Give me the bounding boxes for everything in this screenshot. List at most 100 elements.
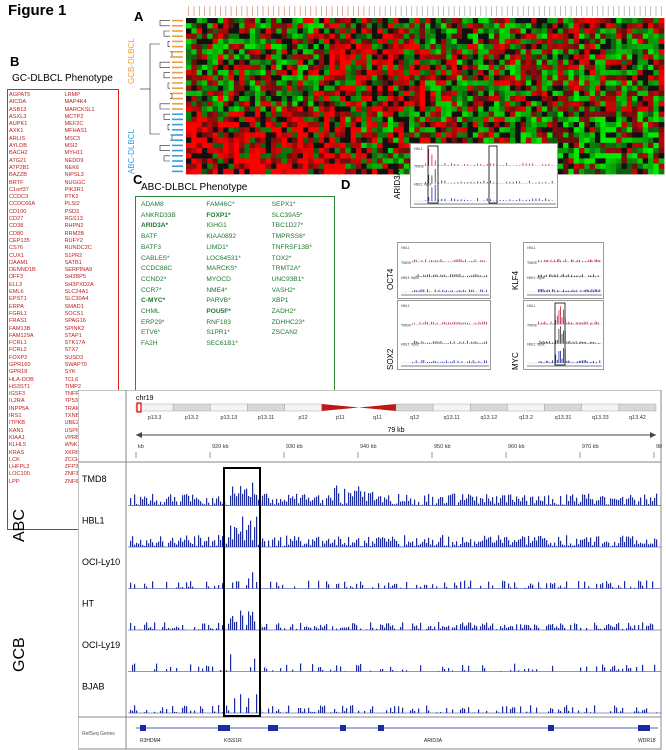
heatmap-cell	[207, 59, 213, 66]
heatmap-cell	[648, 168, 654, 175]
track-signal-bar	[620, 498, 622, 506]
heatmap-cell	[605, 96, 612, 102]
heatmap-cell	[435, 80, 442, 86]
track-signal-bar	[200, 537, 202, 547]
heatmap-cell	[594, 85, 601, 92]
heatmap-cell	[515, 85, 521, 92]
heatmap-cell	[547, 127, 553, 133]
heatmap-cell	[393, 116, 399, 123]
track-signal-bar	[464, 500, 466, 506]
track-signal-bar	[602, 495, 604, 506]
chromosome-name: chr19	[136, 395, 154, 402]
heatmap-cell	[552, 96, 559, 102]
heatmap-cell	[430, 137, 437, 144]
heatmap-cell	[382, 49, 389, 55]
track-signal-bar	[402, 546, 404, 547]
thumbnail-signal-bar	[506, 200, 508, 201]
heatmap-cell	[579, 75, 585, 81]
heatmap-cell	[239, 163, 245, 170]
heatmap-cell	[244, 148, 251, 154]
track-signal-bar	[180, 587, 182, 589]
thumbnail-signal-bar	[483, 165, 485, 166]
track-signal-bar	[456, 541, 458, 547]
heatmap-cell	[286, 137, 293, 144]
heatmap-cell	[594, 54, 601, 60]
thumbnail-signal-bar	[538, 289, 539, 292]
track-signal-bar	[608, 583, 610, 589]
gc-gene-item: SLC24A1	[64, 289, 89, 296]
track-signal-bar	[236, 581, 238, 589]
heatmap-cell	[350, 168, 357, 175]
chromosome-ideogram: p13.3 p13.2 p13.13 p13.11 p12 p11 q11 q12 q13.11…	[135, 402, 657, 421]
track-signal-bar	[280, 499, 282, 506]
track-signal-bar	[442, 626, 444, 630]
track-signal-bar	[240, 610, 242, 630]
heatmap-cell	[409, 96, 415, 102]
heatmap-cell	[456, 122, 463, 128]
heatmap-cell	[217, 64, 224, 71]
heatmap-cell	[568, 168, 575, 175]
heatmap-cell	[589, 116, 596, 123]
track-signal-bar	[418, 501, 420, 506]
heatmap-cell	[212, 137, 219, 144]
track-signal-bar	[236, 528, 238, 547]
heatmap-cell	[286, 28, 293, 34]
thumbnail-signal-bar	[556, 274, 558, 277]
heatmap-cell	[520, 49, 527, 55]
heatmap-cell	[286, 80, 293, 86]
heatmap-cell	[648, 28, 654, 34]
gc-gene-item: SYK	[64, 369, 76, 376]
thumbnail-signal-bar	[419, 362, 421, 363]
thumbnail-signal-bar	[419, 343, 421, 344]
heatmap-cell	[541, 122, 548, 128]
heatmap-cell	[525, 80, 532, 86]
heatmap-cell	[610, 116, 617, 123]
heatmap-cell	[260, 33, 267, 40]
heatmap-cell	[329, 59, 336, 66]
heatmap-cell	[446, 80, 452, 86]
thumbnail-signal-bar	[484, 321, 485, 325]
thumbnail-signal-bar	[561, 274, 563, 277]
track-signal-bar	[250, 497, 252, 506]
track-signal-bar	[296, 540, 298, 547]
heatmap-cell	[632, 101, 638, 107]
heatmap-cell	[525, 90, 532, 97]
heatmap-cell	[610, 54, 617, 60]
track-signal-bar	[492, 497, 494, 506]
heatmap-cell	[324, 23, 330, 29]
heatmap-cell	[191, 18, 198, 24]
heatmap-cell	[462, 96, 468, 102]
track-signal-bar	[486, 622, 488, 630]
heatmap-cell	[270, 75, 277, 81]
heatmap-cell	[302, 44, 309, 50]
heatmap-cell	[419, 80, 426, 86]
track-signal-bar	[574, 623, 576, 630]
heatmap-cell	[472, 23, 479, 29]
heatmap-cell	[488, 33, 495, 40]
thumbnail-signal-bar	[545, 198, 547, 201]
heatmap-cell	[366, 163, 373, 170]
heatmap-cell	[541, 33, 548, 40]
current-position-marker	[136, 402, 142, 413]
heatmap-cell	[456, 70, 463, 76]
heatmap-cell	[573, 44, 580, 50]
heatmap-cell	[440, 70, 447, 76]
heatmap-cell	[610, 33, 617, 40]
dendrogram-branch	[163, 113, 170, 120]
track-signal-bar	[362, 546, 364, 547]
heatmap-cell	[462, 49, 468, 55]
heatmap-cell	[318, 111, 325, 118]
heatmap-cell	[568, 59, 575, 66]
heatmap-cell	[313, 96, 320, 102]
band-label: p13.2	[185, 415, 199, 421]
heatmap-cell	[196, 168, 203, 175]
heatmap-cell	[276, 49, 282, 55]
heatmap-cell	[499, 80, 506, 86]
heatmap-cell	[244, 142, 251, 149]
heatmap-cell	[212, 153, 219, 159]
track-signal-bar	[244, 540, 246, 547]
heatmap-cell	[334, 70, 341, 76]
heatmap-cell	[414, 101, 421, 107]
heatmap-cell	[589, 70, 596, 76]
thumbnail-signal-bar	[582, 260, 583, 262]
